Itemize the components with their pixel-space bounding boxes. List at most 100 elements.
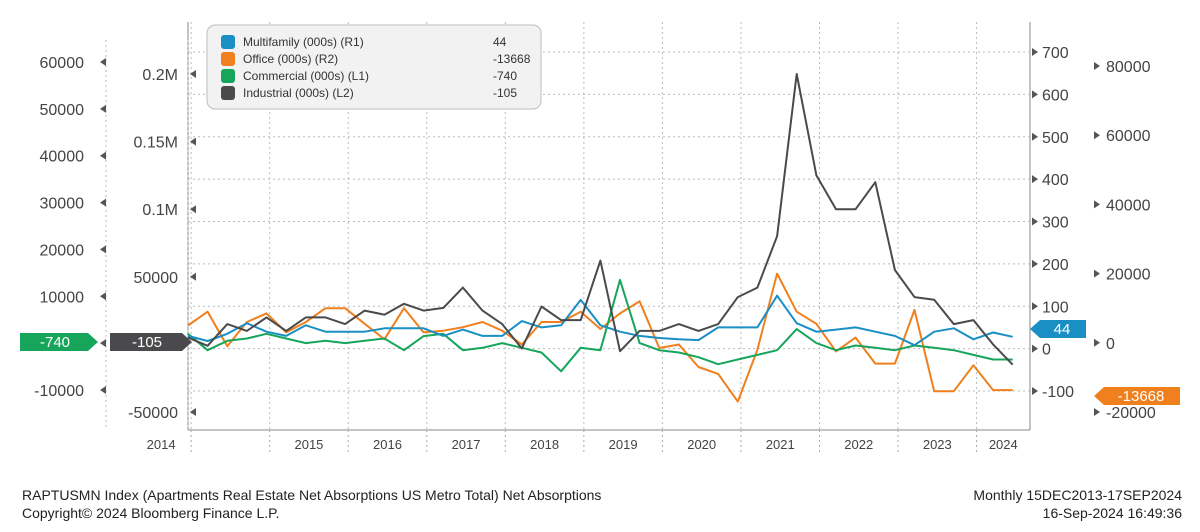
axis-r1-tick-label: 400	[1042, 172, 1069, 189]
axis-r2-tick-arrow	[1094, 131, 1100, 140]
tag-office	[1094, 387, 1180, 405]
chart-series	[187, 73, 1014, 403]
x-tick-label: 2023	[923, 437, 952, 452]
axis-l2-tick-label: 0.2M	[142, 67, 178, 84]
series-line-commercial	[187, 278, 1013, 373]
legend-swatch	[221, 35, 235, 49]
axis-l2-tick-label: 50000	[134, 270, 179, 287]
axis-l2-tick-label: 0.15M	[134, 135, 178, 152]
series-line-office	[187, 272, 1013, 403]
axis-r1-tick-label: 700	[1042, 45, 1069, 62]
tag-industrial	[110, 333, 192, 351]
legend-entry-label: Multifamily (000s) (R1)	[243, 35, 364, 49]
axis-l1-tick-label: 60000	[40, 55, 85, 72]
x-tick-label: 2021	[766, 437, 795, 452]
net-absorptions-chart: 2014 2015 2016 2017 2018 2019 2020 2021 2022 2023…	[20, 22, 1180, 452]
axis-r1-tick-arrow	[1032, 48, 1038, 56]
axis-l1-tick-arrow	[100, 245, 106, 254]
axis-r2-tick-label: 80000	[1106, 59, 1151, 76]
legend-swatch	[221, 69, 235, 83]
axis-l1-tick-arrow	[100, 386, 106, 394]
legend-box	[206, 24, 542, 110]
axis-r2-tick-arrow	[1094, 269, 1100, 278]
legend-entry-label: Industrial (000s) (L2)	[243, 86, 354, 100]
x-tick-label: 2017	[452, 437, 481, 452]
axis-r2-tick-label: 40000	[1106, 197, 1151, 214]
axis-r1-tick-arrow	[1032, 90, 1038, 99]
index-description: RAPTUSMN Index (Apartments Real Estate N…	[22, 487, 602, 503]
axis-r1-tick-label: 300	[1042, 215, 1069, 232]
legend-entry-label: Commercial (000s) (L1)	[243, 69, 369, 83]
axis-r1-tick-arrow	[1032, 132, 1038, 141]
axis-l1-tick-label: 50000	[40, 102, 85, 119]
legend-entry-value: 44	[493, 35, 507, 49]
tag-industrial-label: -105	[132, 334, 162, 351]
axis-r1-tick-label: 500	[1042, 130, 1069, 147]
axis-l2-tick-arrow	[190, 70, 196, 78]
series-line-industrial	[187, 73, 1014, 366]
x-tick-label: 2020	[687, 437, 716, 452]
axis-l2-tick-arrow	[190, 408, 196, 416]
x-tick-label: 2016	[373, 437, 402, 452]
axis-r1-tick-label: 200	[1042, 257, 1069, 274]
x-tick-label: 2015	[294, 437, 323, 452]
copyright-text: Copyright© 2024 Bloomberg Finance L.P.	[22, 505, 280, 521]
axis-r1-tick-arrow	[1032, 302, 1038, 311]
axis-r1-tick-arrow	[1032, 175, 1038, 184]
axis-r2-tick-label: 0	[1106, 336, 1115, 353]
chart-legend: Multifamily (000s) (R1) 44 Office (000s) (…	[206, 24, 542, 110]
legend-swatch	[221, 52, 235, 66]
x-tick-label: 2018	[530, 437, 559, 452]
axis-l2-tick-label: 0.1M	[142, 202, 178, 219]
axis-l2-tick-arrow	[190, 137, 196, 146]
x-tick-label: 2019	[609, 437, 638, 452]
chart-axes: 2014 2015 2016 2017 2018 2019 2020 2021 2022 2023…	[34, 40, 1156, 452]
axis-r1-tick-label: 600	[1042, 87, 1069, 104]
timestamp: 16-Sep-2024 16:49:36	[1042, 505, 1182, 521]
axis-l1-tick-label: 10000	[40, 289, 85, 306]
axis-r2-tick-arrow	[1094, 62, 1100, 70]
axis-r2-tick-arrow	[1094, 408, 1100, 416]
axis-l1-tick-label: 40000	[40, 149, 85, 166]
axis-l1-tick-label: -10000	[34, 383, 84, 400]
axis-l1-tick-arrow	[100, 104, 106, 113]
axis-l2-tick-label: -50000	[128, 405, 178, 422]
legend-entry-label: Office (000s) (R2)	[243, 52, 338, 66]
axis-l1-tick-arrow	[100, 58, 106, 66]
axis-r2-tick-label: 20000	[1106, 267, 1151, 284]
x-tick-label: 2024	[989, 437, 1018, 452]
axis-r1-tick-label: -100	[1042, 384, 1074, 401]
axis-r1-tick-arrow	[1032, 217, 1038, 226]
axis-l2-tick-arrow	[190, 205, 196, 214]
axis-l1-tick-label: 20000	[40, 242, 85, 259]
axis-l1-tick-arrow	[100, 198, 106, 207]
axis-r2-tick-label: 60000	[1106, 128, 1151, 145]
tag-multifamily-label: 44	[1054, 321, 1071, 338]
tag-multifamily	[1030, 320, 1086, 338]
tag-commercial-label: -740	[40, 334, 70, 351]
last-value-tags: -740 -105 44 -13668	[20, 320, 1180, 405]
legend-swatch	[221, 86, 235, 100]
chart-grid	[187, 22, 1031, 452]
axis-r1-tick-label: 0	[1042, 342, 1051, 359]
tag-office-label: -13668	[1118, 388, 1165, 405]
axis-r2-tick-arrow	[1094, 200, 1100, 209]
x-tick-label: 2022	[844, 437, 873, 452]
frequency-range: Monthly 15DEC2013-17SEP2024	[973, 487, 1182, 503]
axis-r1-tick-arrow	[1032, 344, 1038, 353]
axis-l2-tick-arrow	[190, 272, 196, 281]
legend-entry-value: -740	[493, 69, 517, 83]
tag-commercial	[20, 333, 98, 351]
axis-r1-tick-arrow	[1032, 259, 1038, 268]
axis-l1-tick-arrow	[100, 292, 106, 301]
axis-r1-tick-arrow	[1032, 387, 1038, 395]
axis-r2-tick-label: -20000	[1106, 405, 1156, 422]
axis-r1-tick-label: 100	[1042, 299, 1069, 316]
x-tick-label: 2014	[147, 437, 176, 452]
legend-entry-value: -13668	[493, 52, 531, 66]
axis-l1-tick-arrow	[100, 151, 106, 160]
axis-l1-tick-label: 30000	[40, 196, 85, 213]
axis-l1-tick-arrow	[100, 339, 106, 348]
axis-r2-tick-arrow	[1094, 338, 1100, 347]
legend-entry-value: -105	[493, 86, 517, 100]
